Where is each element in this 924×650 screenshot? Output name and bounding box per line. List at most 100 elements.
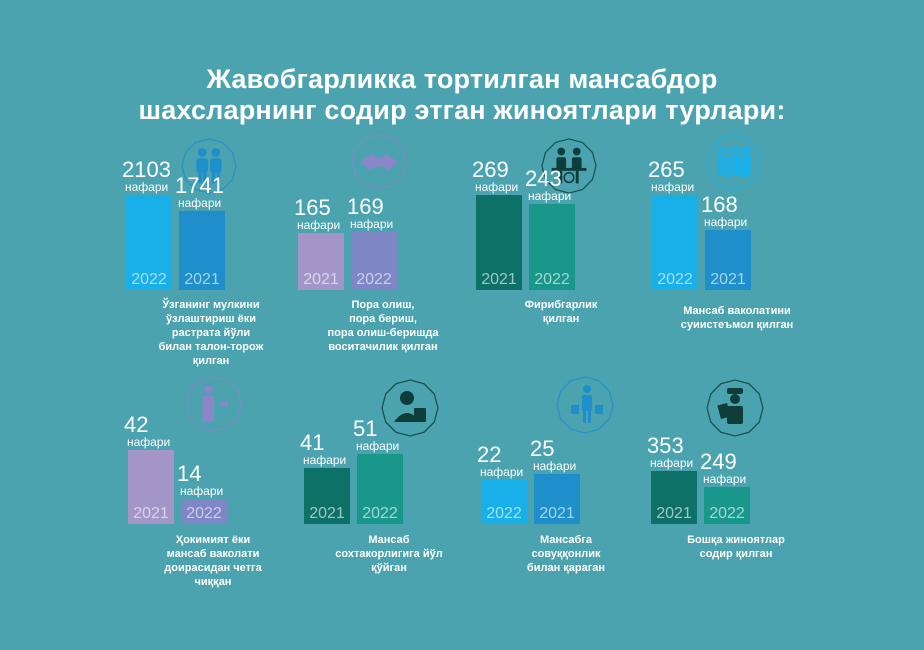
caption-line: Мансаб — [368, 534, 410, 546]
caption-line: Мансабга — [540, 534, 592, 546]
caption-line: ўзлаштириш ёки — [166, 313, 256, 325]
reading-person-icon — [705, 378, 765, 438]
bar-value-label: 2103 — [122, 157, 171, 182]
bar-unit-label: нафари — [704, 215, 748, 229]
bar-2021: 2021 — [534, 474, 580, 524]
caption-line: қилган — [542, 313, 580, 325]
chart-caption: Мансаб сохтакорлигига йўл қўйган — [289, 533, 489, 575]
bar-year-label: 2022 — [356, 271, 392, 288]
caption-line: Мансаб ваколатини — [683, 305, 791, 317]
chart-caption: Пора олиш, пора бериш, пора олиш-беришда во… — [283, 298, 483, 354]
caption-line: воситачилик қилган — [328, 341, 438, 353]
bar-year-label: 2021 — [539, 505, 575, 522]
bar-unit-label: нафари — [480, 465, 524, 479]
chart-caption: Фирибгарлик қилган — [461, 298, 661, 326]
bar-unit-label: нафари — [533, 459, 577, 473]
bar-unit-label: нафари — [651, 180, 695, 194]
bar-year-label: 2022 — [131, 271, 167, 288]
bar-2022: 2022 — [351, 232, 397, 290]
caption-line: Ҳокимият ёки — [175, 534, 251, 546]
bar-unit-label: нафари — [303, 453, 347, 467]
bar-value-label: 265 — [648, 157, 685, 182]
bar-year-label: 2021 — [184, 271, 220, 288]
bar-unit-label: нафари — [350, 217, 394, 231]
bar-unit-label: нафари — [180, 484, 224, 498]
handshake-icon — [350, 133, 408, 191]
bar-2022: 2022 — [652, 195, 698, 290]
bar-value-label: 353 — [647, 433, 684, 458]
bar-unit-label: нафари — [528, 189, 572, 203]
bar-value-label: 269 — [472, 157, 509, 182]
infographic-title: Жавобгарликка тортилган мансабдор шахсла… — [0, 64, 924, 126]
bar-unit-label: нафари — [703, 472, 747, 486]
person-pointing-icon — [185, 375, 243, 433]
official-document-icon — [380, 378, 440, 438]
caption-line: растрата йўли — [171, 327, 251, 339]
title-line-1: Жавобгарликка тортилган мансабдор — [206, 64, 718, 94]
bar-unit-label: нафари — [650, 456, 694, 470]
bar-year-label: 2022 — [486, 505, 522, 522]
bar-value-label: 51 — [353, 416, 378, 441]
bar-year-label: 2021 — [133, 505, 169, 522]
bar-2021: 2021 — [128, 450, 174, 524]
caption-line: билан талон-торож — [158, 341, 264, 353]
caption-line: Бошқа жиноятлар — [687, 534, 785, 546]
bar-2022: 2022 — [126, 195, 172, 290]
bar-unit-label: нафари — [475, 180, 519, 194]
bar-value-label: 249 — [700, 449, 737, 474]
bar-unit-label: нафари — [356, 439, 400, 453]
bar-year-label: 2022 — [534, 271, 570, 288]
caption-line: билан қараган — [526, 562, 606, 574]
bar-year-label: 2022 — [186, 505, 222, 522]
caption-line: қилган — [192, 355, 230, 367]
bar-2021: 2021 — [304, 468, 350, 524]
bar-unit-label: нафари — [178, 196, 222, 210]
caption-line: мансаб ваколати — [166, 548, 260, 560]
caption-line: қўйган — [371, 562, 407, 574]
bar-2022: 2022 — [481, 480, 527, 524]
bar-2021: 2021 — [705, 230, 751, 290]
bar-value-label: 41 — [300, 430, 325, 455]
bar-unit-label: нафари — [297, 218, 341, 232]
bar-value-label: 169 — [347, 194, 384, 219]
chart-caption: Ўзганинг мулкини ўзлаштириш ёки растрата й… — [111, 298, 311, 368]
bar-2021: 2021 — [651, 471, 697, 524]
bar-2022: 2022 — [181, 499, 227, 524]
money-exchange-icon — [540, 137, 598, 195]
bar-year-label: 2022 — [657, 271, 693, 288]
bar-unit-label: нафари — [127, 435, 171, 449]
bar-value-label: 25 — [530, 436, 555, 461]
caption-line: содир қилган — [699, 548, 773, 560]
bar-value-label: 168 — [701, 192, 738, 217]
caption-line: суиистеъмол қилган — [680, 319, 794, 331]
bar-year-label: 2022 — [362, 505, 398, 522]
caption-line: сохтакорлигига йўл — [335, 548, 443, 560]
caption-line: совуққонлик — [531, 548, 601, 560]
caption-line: пора бериш, — [349, 313, 417, 325]
bar-value-label: 165 — [294, 195, 331, 220]
caption-line: Фирибгарлик — [524, 299, 598, 311]
bar-year-label: 2021 — [309, 505, 345, 522]
chart-caption: Бошқа жиноятлар содир қилган — [636, 533, 836, 561]
bar-value-label: 14 — [177, 461, 202, 486]
title-line-2: шахсларнинг содир этган жиноятлари турла… — [138, 95, 786, 125]
caption-line: Пора олиш, — [351, 299, 415, 311]
bar-2021: 2021 — [476, 195, 522, 290]
shopping-person-icon — [555, 375, 615, 435]
two-people-icon — [180, 137, 238, 195]
bar-year-label: 2021 — [710, 271, 746, 288]
chart-caption: Ҳокимият ёки мансаб ваколати доирасидан че… — [113, 533, 313, 589]
caption-line: доирасидан четга — [164, 562, 262, 574]
bar-unit-label: нафари — [125, 180, 169, 194]
caption-line: чиққан — [194, 576, 232, 588]
bar-2022: 2022 — [704, 487, 750, 524]
bar-2022: 2022 — [357, 454, 403, 524]
bar-value-label: 1741 — [175, 173, 224, 198]
bar-2022: 2022 — [529, 204, 575, 290]
bar-year-label: 2022 — [709, 505, 745, 522]
bar-2021: 2021 — [298, 233, 344, 290]
chart-caption: Мансаб ваколатини суиистеъмол қилган — [637, 304, 837, 332]
bar-value-label: 22 — [477, 442, 502, 467]
chart-caption: Мансабга совуққонлик билан қараган — [466, 533, 666, 575]
caption-line: пора олиш-беришда — [327, 327, 439, 339]
